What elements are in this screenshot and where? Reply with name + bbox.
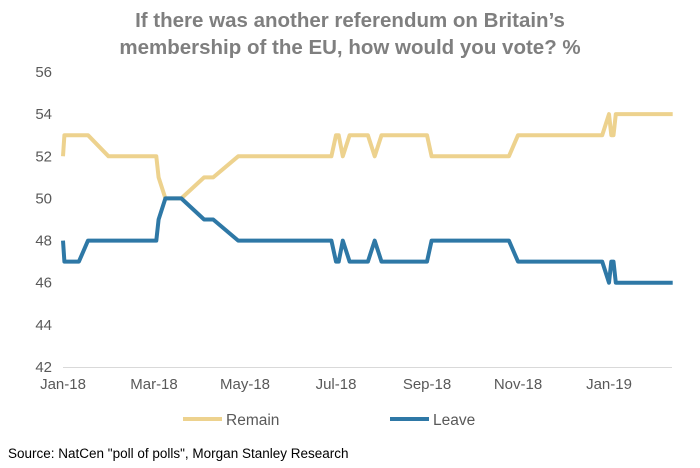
y-tick-label: 56 — [35, 64, 52, 81]
y-axis: 42 44 46 48 50 52 54 56 — [35, 64, 52, 376]
y-tick-label: 52 — [35, 148, 52, 165]
series-line-leave — [61, 196, 673, 285]
y-tick-label: 46 — [35, 275, 52, 292]
y-tick-label: 54 — [35, 106, 52, 123]
series-layer — [61, 112, 673, 285]
x-tick-label: Jan-18 — [40, 376, 86, 393]
x-tick-label: Jan-19 — [586, 376, 632, 393]
legend: Remain Leave — [183, 412, 475, 429]
y-tick-label: 42 — [35, 359, 52, 376]
x-axis: Jan-18 Mar-18 May-18 Jul-18 Sep-18 Nov-18 Jan-… — [40, 376, 632, 393]
series-line-remain — [61, 112, 673, 201]
chart-title-line-2: membership of the EU, how would you vote… — [119, 36, 580, 59]
y-tick-label: 48 — [35, 233, 52, 250]
x-tick-label: Nov-18 — [494, 376, 542, 393]
source-note: Source: NatCen "poll of polls", Morgan S… — [8, 446, 349, 461]
y-tick-label: 50 — [35, 190, 52, 207]
x-tick-label: Mar-18 — [130, 376, 178, 393]
x-tick-label: May-18 — [220, 376, 270, 393]
legend-label-remain: Remain — [226, 412, 279, 429]
x-tick-label: Jul-18 — [316, 376, 357, 393]
legend-label-leave: Leave — [433, 412, 475, 429]
chart-title-line-1: If there was another referendum on Brita… — [135, 9, 565, 32]
x-tick-label: Sep-18 — [403, 376, 451, 393]
y-tick-label: 44 — [35, 317, 52, 334]
